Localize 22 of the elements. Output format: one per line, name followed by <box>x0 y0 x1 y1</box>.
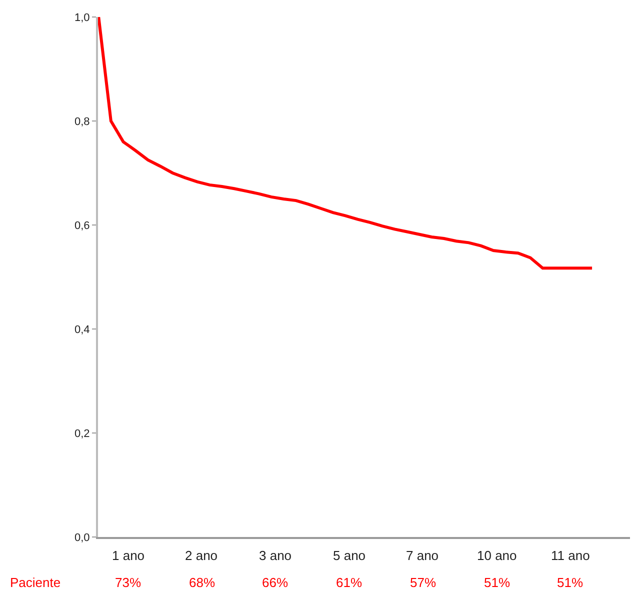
text: 7 ano <box>406 548 439 563</box>
text: 1 ano <box>112 548 145 563</box>
text: 2 ano <box>185 548 218 563</box>
y-tick-label: 0,2 <box>74 428 90 440</box>
text: 10 ano <box>477 548 517 563</box>
text: 73% <box>115 575 142 590</box>
text: 68% <box>189 575 216 590</box>
line-series <box>98 17 594 270</box>
text: 51% <box>484 575 510 590</box>
text: 57% <box>410 575 436 590</box>
y-tick-label: 1,0 <box>74 12 90 24</box>
y-tick-label: 0,4 <box>74 324 90 336</box>
text: 3 ano <box>259 548 292 563</box>
text: 66% <box>262 575 288 590</box>
text: 51% <box>557 575 584 590</box>
text: 11 ano <box>551 548 590 563</box>
text: Paciente <box>10 575 61 590</box>
text: 61% <box>336 575 362 590</box>
text: 5 ano <box>333 548 366 563</box>
y-tick-label: 0,6 <box>74 220 90 232</box>
y-tick-label: 0,8 <box>74 116 90 128</box>
y-tick-label: 0,0 <box>74 532 90 544</box>
